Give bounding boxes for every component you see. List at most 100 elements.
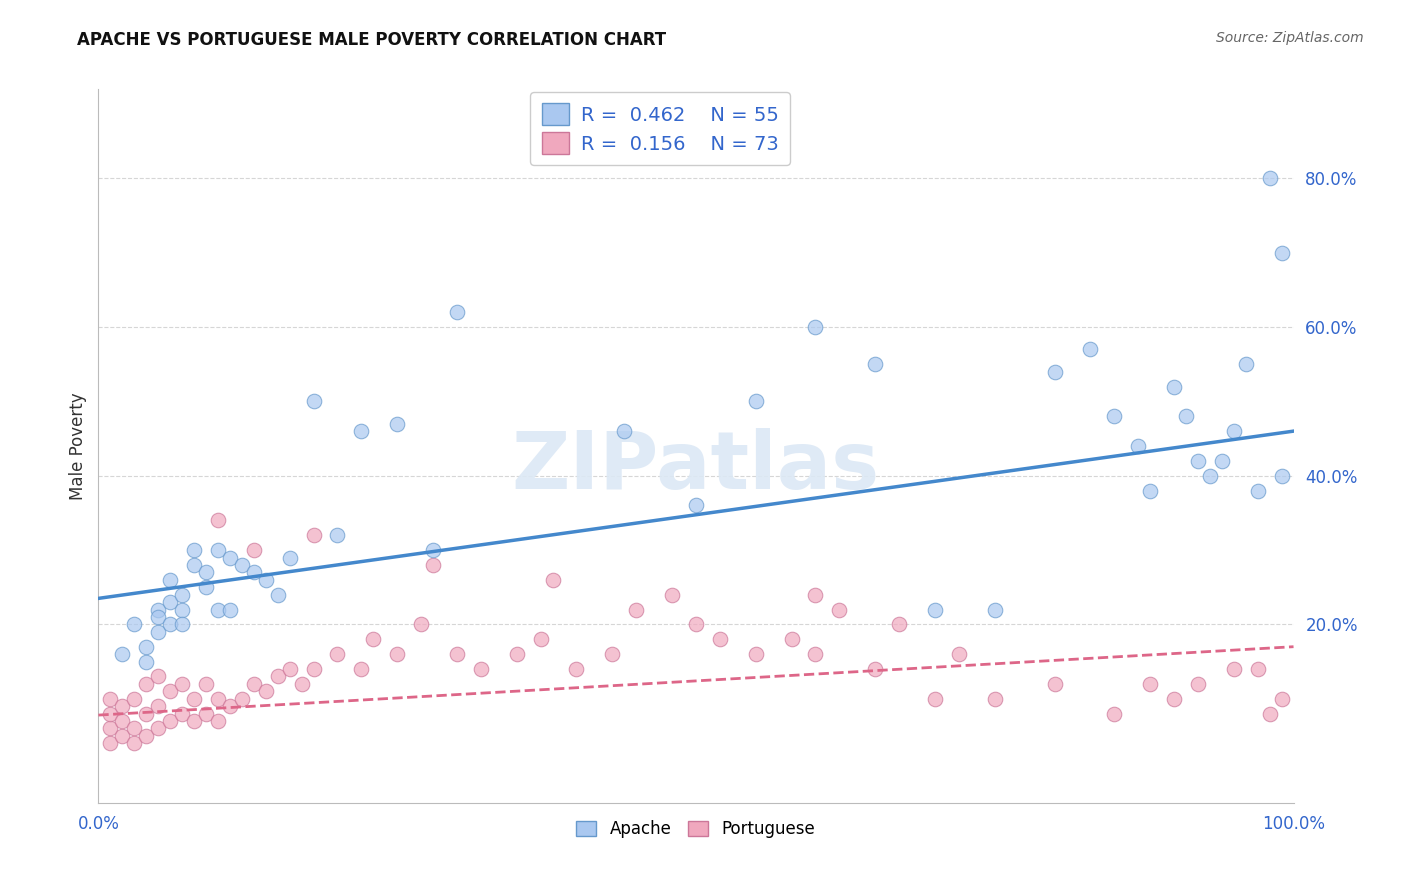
Point bbox=[613, 424, 636, 438]
Point bbox=[780, 632, 803, 647]
Point bbox=[1271, 245, 1294, 260]
Point bbox=[446, 305, 468, 319]
Point bbox=[745, 647, 768, 661]
Point bbox=[350, 662, 373, 676]
Point bbox=[565, 662, 588, 676]
Point bbox=[231, 691, 253, 706]
Point bbox=[1199, 468, 1222, 483]
Point bbox=[865, 357, 887, 371]
Point bbox=[207, 691, 229, 706]
Point bbox=[172, 706, 194, 721]
Point bbox=[243, 677, 266, 691]
Point bbox=[135, 677, 157, 691]
Point bbox=[148, 722, 170, 736]
Point bbox=[98, 706, 122, 721]
Point bbox=[172, 588, 194, 602]
Point bbox=[422, 558, 444, 572]
Point bbox=[924, 691, 946, 706]
Point bbox=[124, 736, 146, 750]
Point bbox=[98, 736, 122, 750]
Point bbox=[219, 699, 242, 714]
Point bbox=[1187, 677, 1209, 691]
Point bbox=[446, 647, 468, 661]
Point bbox=[172, 677, 194, 691]
Point bbox=[685, 617, 707, 632]
Point bbox=[148, 602, 170, 616]
Point bbox=[1104, 409, 1126, 424]
Point bbox=[1187, 454, 1209, 468]
Point bbox=[1223, 662, 1246, 676]
Point bbox=[1247, 483, 1270, 498]
Point bbox=[804, 588, 827, 602]
Point bbox=[172, 602, 194, 616]
Point bbox=[804, 647, 827, 661]
Point bbox=[183, 691, 205, 706]
Point bbox=[148, 610, 170, 624]
Point bbox=[243, 566, 266, 580]
Point bbox=[124, 722, 146, 736]
Point bbox=[207, 513, 229, 527]
Point bbox=[159, 595, 181, 609]
Point bbox=[626, 602, 648, 616]
Point bbox=[159, 684, 181, 698]
Point bbox=[828, 602, 851, 616]
Point bbox=[530, 632, 553, 647]
Point bbox=[422, 543, 444, 558]
Point bbox=[207, 714, 229, 728]
Point bbox=[195, 580, 218, 594]
Point bbox=[326, 528, 349, 542]
Point bbox=[135, 655, 157, 669]
Point bbox=[984, 602, 1007, 616]
Point bbox=[219, 602, 242, 616]
Point bbox=[267, 588, 290, 602]
Point bbox=[1043, 677, 1066, 691]
Point bbox=[195, 677, 218, 691]
Point bbox=[661, 588, 683, 602]
Point bbox=[1163, 379, 1185, 393]
Point bbox=[254, 573, 277, 587]
Point bbox=[111, 729, 134, 743]
Text: Source: ZipAtlas.com: Source: ZipAtlas.com bbox=[1216, 31, 1364, 45]
Point bbox=[984, 691, 1007, 706]
Point bbox=[231, 558, 253, 572]
Point bbox=[1258, 706, 1281, 721]
Point bbox=[98, 722, 122, 736]
Point bbox=[1163, 691, 1185, 706]
Point bbox=[1223, 424, 1246, 438]
Point bbox=[363, 632, 385, 647]
Point bbox=[709, 632, 731, 647]
Point bbox=[172, 617, 194, 632]
Text: ZIPatlas: ZIPatlas bbox=[512, 428, 880, 507]
Point bbox=[1139, 677, 1161, 691]
Point bbox=[195, 706, 218, 721]
Point bbox=[148, 624, 170, 639]
Text: APACHE VS PORTUGUESE MALE POVERTY CORRELATION CHART: APACHE VS PORTUGUESE MALE POVERTY CORREL… bbox=[77, 31, 666, 49]
Point bbox=[1258, 171, 1281, 186]
Point bbox=[1211, 454, 1233, 468]
Point bbox=[385, 417, 409, 431]
Point bbox=[207, 602, 229, 616]
Point bbox=[804, 320, 827, 334]
Point bbox=[506, 647, 529, 661]
Point bbox=[111, 699, 134, 714]
Point bbox=[411, 617, 433, 632]
Point bbox=[124, 617, 146, 632]
Point bbox=[291, 677, 314, 691]
Point bbox=[745, 394, 768, 409]
Point bbox=[326, 647, 349, 661]
Point bbox=[948, 647, 970, 661]
Point bbox=[302, 394, 325, 409]
Point bbox=[1234, 357, 1257, 371]
Point bbox=[685, 499, 707, 513]
Point bbox=[111, 647, 134, 661]
Y-axis label: Male Poverty: Male Poverty bbox=[69, 392, 87, 500]
Point bbox=[278, 550, 301, 565]
Point bbox=[183, 714, 205, 728]
Point bbox=[1104, 706, 1126, 721]
Point bbox=[1175, 409, 1198, 424]
Point bbox=[243, 543, 266, 558]
Legend: Apache, Portuguese: Apache, Portuguese bbox=[569, 814, 823, 845]
Point bbox=[1271, 691, 1294, 706]
Point bbox=[207, 543, 229, 558]
Point bbox=[302, 528, 325, 542]
